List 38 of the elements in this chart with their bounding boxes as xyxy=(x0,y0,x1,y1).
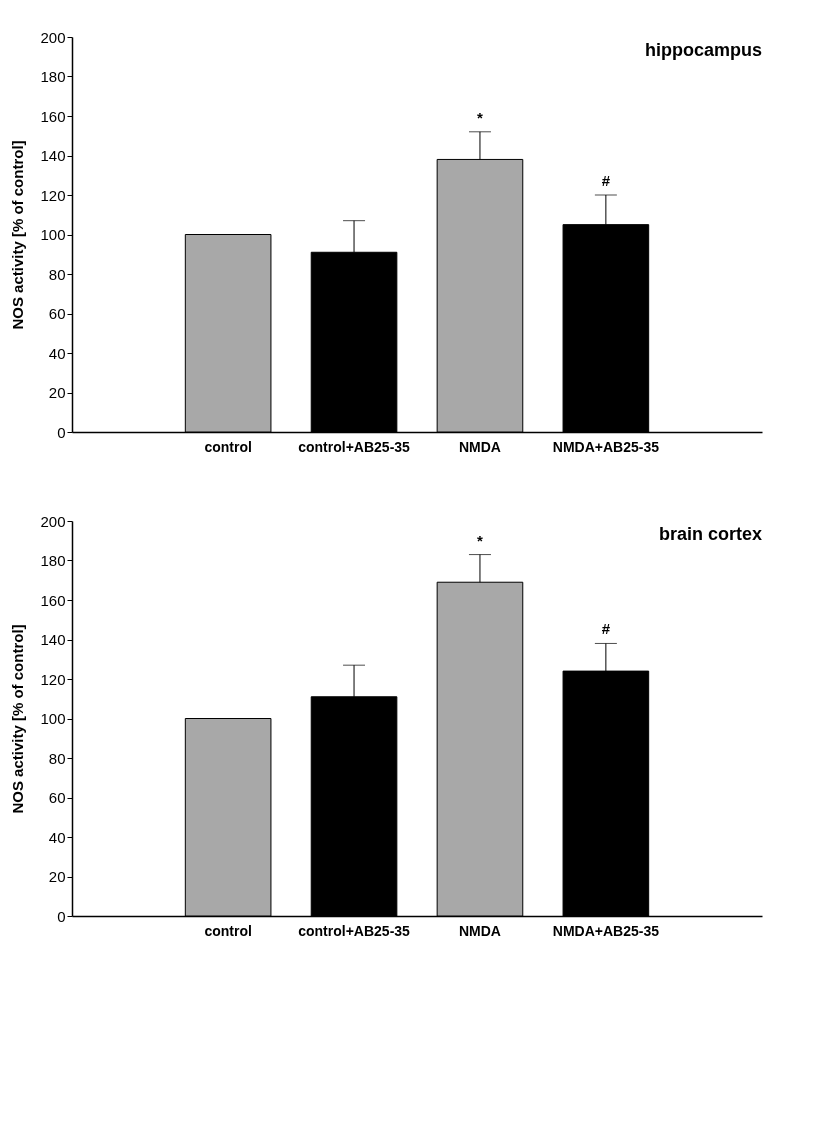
y-tick-label: 200 xyxy=(40,28,66,46)
y-tick-label: 180 xyxy=(40,68,66,85)
y-tick-label: 0 xyxy=(57,907,66,925)
annotation: * xyxy=(477,108,484,126)
chart-title: hippocampus xyxy=(644,40,762,60)
y-tick-label: 20 xyxy=(48,868,66,885)
y-tick-label: 40 xyxy=(48,828,66,846)
y-tick-label: 140 xyxy=(40,147,66,164)
x-tick-label: NMDA+AB25-35 xyxy=(552,438,660,455)
x-tick-label: NMDA+AB25-35 xyxy=(552,922,660,939)
y-tick-label: 0 xyxy=(57,423,66,441)
y-axis-title: NOS activity [% of control] xyxy=(9,624,27,814)
y-tick-label: 160 xyxy=(40,591,66,609)
y-tick-label: 140 xyxy=(40,631,66,648)
x-tick-label: NMDA xyxy=(458,438,501,455)
y-tick-label: 60 xyxy=(48,789,66,806)
y-axis-title: NOS activity [% of control] xyxy=(9,140,27,330)
y-tick-label: 200 xyxy=(40,512,66,530)
x-tick-label: control+AB25-35 xyxy=(298,922,411,939)
x-tick-label: control+AB25-35 xyxy=(298,438,411,455)
y-tick-label: 120 xyxy=(40,186,66,204)
y-tick-label: 80 xyxy=(48,265,66,283)
y-tick-label: 20 xyxy=(48,384,66,401)
y-tick-label: 80 xyxy=(48,749,66,767)
annotation: * xyxy=(477,531,484,549)
annotation: # xyxy=(601,620,611,638)
y-tick-label: 160 xyxy=(40,107,66,125)
y-tick-label: 180 xyxy=(40,552,66,569)
x-tick-label: control xyxy=(204,438,252,455)
chart-title: brain cortex xyxy=(658,524,762,544)
y-tick-label: 100 xyxy=(40,226,66,243)
y-tick-label: 60 xyxy=(48,305,66,322)
y-tick-label: 120 xyxy=(40,670,66,688)
annotation: # xyxy=(601,172,611,189)
x-tick-label: control xyxy=(204,922,252,939)
y-tick-label: 100 xyxy=(40,710,66,727)
y-tick-label: 40 xyxy=(48,344,66,362)
x-tick-label: NMDA xyxy=(458,922,501,939)
